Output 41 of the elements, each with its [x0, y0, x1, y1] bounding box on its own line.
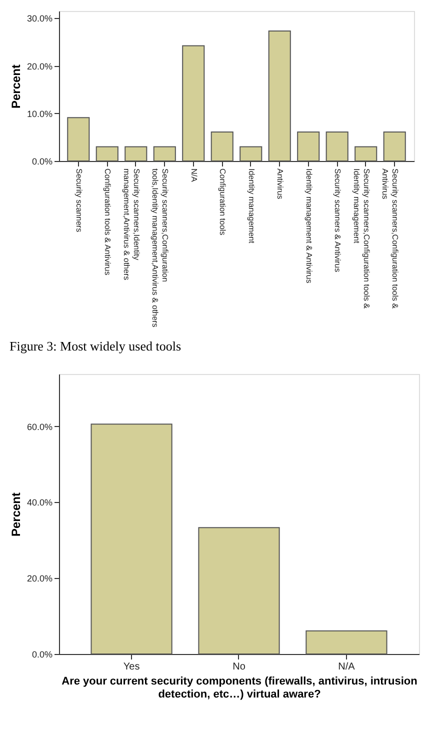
bar	[383, 131, 406, 162]
y-axis-title: Percent	[8, 64, 23, 109]
y-tick-label: 20.0%	[26, 61, 52, 72]
y-tick-label: 20.0%	[26, 574, 52, 584]
bar	[326, 131, 348, 162]
bar	[90, 424, 172, 654]
x-tick-label: Security scanners,Identity management,Antivirus & others	[122, 168, 141, 280]
caption: Figure 3: Most widely used tools	[9, 338, 182, 354]
bar	[240, 146, 262, 162]
x-tick-label: Security scanners,Configuration tools & Identity management	[352, 168, 371, 310]
bar	[96, 146, 118, 162]
bar	[354, 146, 378, 162]
x-tick-label: Security scanners,Configuration tools & Antivirus	[380, 168, 400, 310]
y-tick-label: 60.0%	[26, 422, 52, 432]
x-tick-label: Identity management & Antivirus	[304, 168, 314, 284]
bar	[124, 146, 148, 162]
x-axis-title: Are your current security components (firewalls, antivirus, intrusion detection, etc…) virtual aware?	[62, 676, 418, 700]
y-tick-label: 0.0%	[32, 650, 52, 660]
x-tick-label: Security scanners	[74, 168, 84, 232]
x-tick-label: Identity management	[246, 168, 256, 244]
bar	[306, 630, 388, 654]
y-tick-label: 30.0%	[26, 14, 52, 24]
x-tick-label: N/A	[338, 662, 356, 672]
bar	[182, 45, 205, 162]
bar	[268, 30, 291, 162]
bar	[210, 131, 234, 162]
bar	[67, 117, 90, 162]
x-tick-label: Configuration tools & Antivirus	[103, 168, 112, 276]
x-tick-label: Configuration tools	[218, 168, 228, 236]
x-tick-label: Antivirus	[276, 168, 285, 200]
y-tick-label: 10.0%	[26, 108, 52, 119]
y-tick-label: 40.0%	[26, 498, 52, 508]
x-tick-label: Yes	[123, 662, 140, 672]
x-tick-label: No	[232, 662, 246, 672]
bar	[153, 146, 176, 162]
bar	[198, 527, 280, 654]
x-tick-label: Security scanners & Antivirus	[333, 168, 342, 272]
y-axis-title: Percent	[8, 492, 23, 537]
x-tick-label: N/A	[189, 168, 198, 182]
y-tick-label: 0.0%	[32, 156, 52, 166]
bar	[297, 131, 320, 162]
